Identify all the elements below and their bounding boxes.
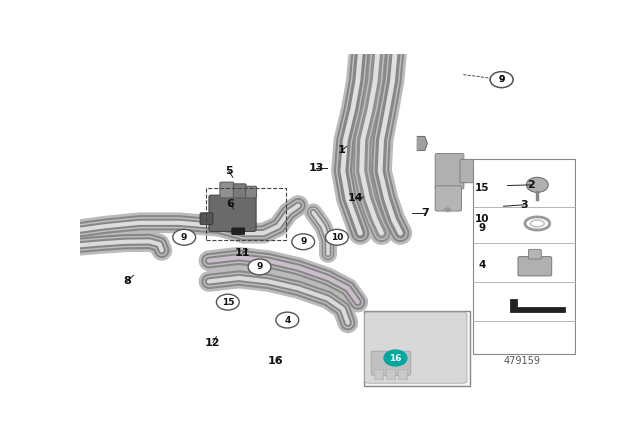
Text: 10: 10 (474, 214, 489, 224)
Circle shape (216, 294, 239, 310)
FancyBboxPatch shape (246, 186, 257, 198)
FancyBboxPatch shape (232, 228, 244, 234)
Bar (364, 311, 470, 386)
Circle shape (173, 229, 196, 245)
Text: 9: 9 (499, 75, 505, 84)
Circle shape (326, 229, 348, 245)
Text: 15: 15 (221, 297, 234, 306)
Circle shape (490, 72, 513, 87)
Text: 16: 16 (389, 353, 402, 362)
Circle shape (292, 234, 315, 250)
Circle shape (276, 312, 299, 328)
Text: 11: 11 (235, 248, 250, 258)
Text: 9: 9 (257, 263, 263, 271)
Bar (399, 369, 408, 379)
Text: 15: 15 (474, 183, 489, 193)
FancyBboxPatch shape (518, 257, 552, 276)
Polygon shape (510, 299, 564, 312)
Text: 8: 8 (124, 276, 131, 286)
FancyBboxPatch shape (233, 184, 246, 198)
Text: 3: 3 (520, 200, 528, 210)
Circle shape (526, 177, 548, 193)
Text: 2: 2 (527, 180, 535, 190)
Text: 9: 9 (478, 223, 485, 233)
Bar (374, 369, 383, 379)
Circle shape (384, 350, 407, 366)
FancyBboxPatch shape (435, 154, 464, 189)
FancyBboxPatch shape (209, 195, 256, 232)
Text: 7: 7 (421, 208, 429, 218)
Text: 10: 10 (331, 233, 343, 242)
FancyBboxPatch shape (435, 186, 461, 211)
FancyBboxPatch shape (365, 312, 467, 383)
Polygon shape (444, 207, 451, 212)
Bar (386, 369, 395, 379)
Text: 9: 9 (499, 75, 505, 84)
Text: 4: 4 (478, 260, 486, 270)
Polygon shape (417, 137, 428, 151)
Bar (207, 188, 286, 240)
Text: 4: 4 (284, 315, 291, 324)
Text: 9: 9 (300, 237, 307, 246)
Circle shape (248, 259, 271, 275)
Text: 14: 14 (348, 193, 363, 203)
Text: 13: 13 (308, 163, 324, 173)
FancyBboxPatch shape (220, 182, 234, 198)
FancyBboxPatch shape (460, 159, 474, 183)
Circle shape (490, 72, 513, 87)
Text: 12: 12 (205, 338, 221, 348)
Text: 9: 9 (181, 233, 188, 242)
Text: 1: 1 (338, 145, 346, 155)
Text: 16: 16 (268, 357, 284, 366)
FancyBboxPatch shape (371, 351, 411, 375)
Bar (473, 159, 575, 354)
Text: 479159: 479159 (504, 357, 541, 366)
Text: 6: 6 (226, 199, 234, 209)
FancyBboxPatch shape (200, 213, 213, 224)
Text: 5: 5 (225, 166, 232, 176)
FancyBboxPatch shape (529, 250, 541, 259)
